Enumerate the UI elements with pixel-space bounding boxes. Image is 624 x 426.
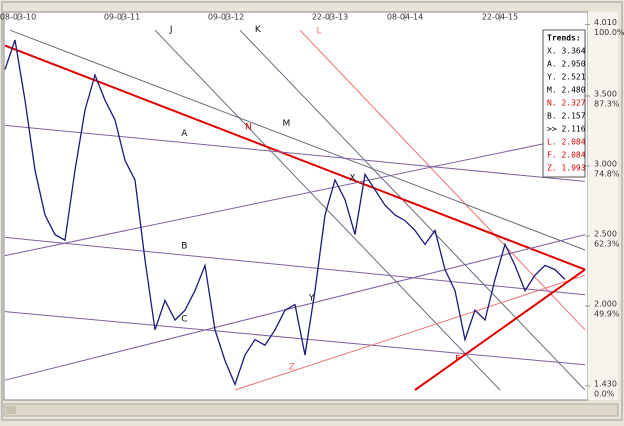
trendline <box>299 29 586 331</box>
scroll-button[interactable] <box>6 406 16 414</box>
trend-item: X. 3.364 <box>547 47 586 56</box>
percent-tick-label: 49.9% <box>594 310 620 319</box>
trendline <box>9 29 586 251</box>
trendline <box>4 44 586 271</box>
trend-item: A. 2.950 <box>547 60 586 69</box>
percent-tick-label: 87.3% <box>594 100 620 109</box>
price-line <box>4 39 566 387</box>
percent-tick-label: 0.0% <box>594 389 615 398</box>
trend-item: N. 2.327 <box>547 99 586 108</box>
trendline <box>4 236 586 296</box>
trendline-label: J <box>169 25 173 35</box>
trendline-label: C <box>181 315 187 325</box>
trends-title: Trends: <box>547 34 581 43</box>
trends-box-bg <box>542 29 586 178</box>
axis-area <box>588 12 618 400</box>
scrollbar <box>3 403 619 417</box>
trendline-label: K <box>255 25 262 35</box>
percent-tick-label: 74.8% <box>594 170 620 179</box>
trendline-label: N <box>245 123 252 133</box>
plot-area <box>3 11 589 401</box>
trend-item: M. 2.480 <box>547 86 586 95</box>
trend-item: L. 2.084 <box>547 138 586 147</box>
trend-item: F. 2.084 <box>547 151 586 160</box>
percent-tick-label: 100.0% <box>594 28 624 37</box>
trend-item: Z. 1.993 <box>547 164 586 173</box>
trendline-label: L <box>317 27 322 37</box>
trendline <box>4 134 586 257</box>
trendline-label: M <box>283 119 291 129</box>
trendline <box>4 124 586 182</box>
y-tick-label: 2.000 <box>594 300 617 309</box>
trend-item: B. 2.157 <box>547 112 586 121</box>
trendline-label: X <box>349 173 355 183</box>
trendline-label: Z <box>289 363 295 373</box>
y-tick-label: 2.500 <box>594 230 617 239</box>
y-tick-label: 1.430 <box>594 379 617 388</box>
trendline-label: Y <box>308 293 315 303</box>
trend-item: Y. 2.521 <box>547 73 586 82</box>
trendline <box>154 29 501 391</box>
trendline-label: A <box>181 129 188 139</box>
y-tick-label: 4.010 <box>594 18 617 27</box>
y-tick-label: 3.000 <box>594 160 617 169</box>
trendline <box>239 29 586 391</box>
trends-box: Trends: X. 3.364 A. 2.950 Y. 2.521 M. 2.480 N… <box>542 29 586 178</box>
trend-item: >> 2.116 <box>547 125 586 134</box>
trendline <box>234 274 586 391</box>
trendline <box>414 268 586 391</box>
trendline-label: F <box>455 355 460 365</box>
trendline <box>4 311 586 366</box>
trendline-label: B <box>181 242 187 252</box>
percent-tick-label: 62.3% <box>594 240 620 249</box>
y-tick-label: 3.500 <box>594 90 617 99</box>
